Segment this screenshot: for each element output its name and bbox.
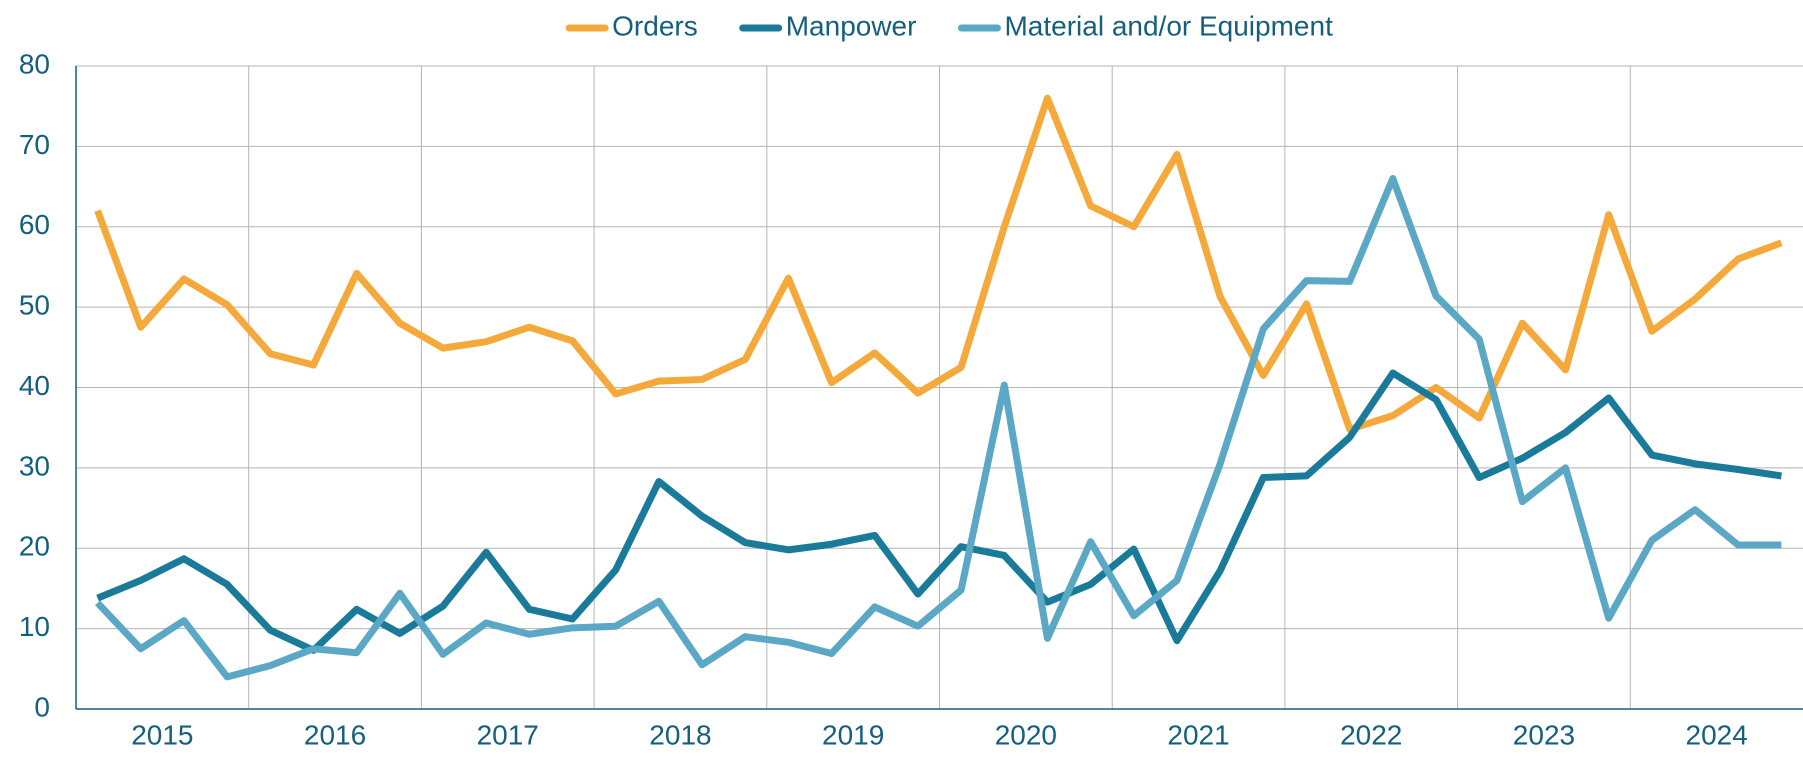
x-tick-label: 2024 <box>1686 719 1748 750</box>
x-tick-label: 2021 <box>1167 719 1229 750</box>
x-tick-label: 2015 <box>131 719 193 750</box>
y-tick-label: 50 <box>19 290 50 321</box>
legend-label: Manpower <box>786 10 917 41</box>
x-tick-label: 2016 <box>304 719 366 750</box>
y-tick-label: 0 <box>34 691 50 722</box>
series-line <box>94 94 1783 433</box>
x-tick-label: 2023 <box>1513 719 1575 750</box>
x-tick-label: 2020 <box>995 719 1057 750</box>
y-tick-label: 10 <box>19 611 50 642</box>
y-tick-label: 80 <box>19 48 50 79</box>
y-tick-label: 40 <box>19 370 50 401</box>
legend-label: Material and/or Equipment <box>1004 10 1333 41</box>
series-line <box>95 175 1782 681</box>
x-tick-label: 2018 <box>649 719 711 750</box>
x-tick-label: 2019 <box>822 719 884 750</box>
y-tick-label: 30 <box>19 450 50 481</box>
legend-label: Orders <box>612 10 698 41</box>
x-tick-label: 2017 <box>477 719 539 750</box>
y-tick-label: 20 <box>19 531 50 562</box>
x-tick-label: 2022 <box>1340 719 1402 750</box>
y-tick-label: 60 <box>19 209 50 240</box>
y-tick-label: 70 <box>19 129 50 160</box>
